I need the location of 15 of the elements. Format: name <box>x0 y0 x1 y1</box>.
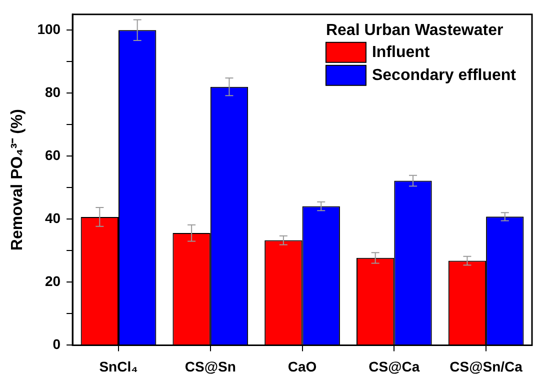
x-tick-label: CS@Sn <box>184 358 236 374</box>
y-tick-label: 100 <box>37 21 61 38</box>
legend-label: Secondary effluent <box>372 66 517 84</box>
y-tick-label: 20 <box>44 273 61 290</box>
y-tick-label: 60 <box>44 147 61 164</box>
legend-title: Real Urban Wastewater <box>326 22 504 39</box>
y-tick-label: 40 <box>44 210 61 226</box>
y-tick-label: 80 <box>44 84 61 100</box>
y-tick-label: 0 <box>52 336 61 352</box>
x-tick-label: CS@Sn/Ca <box>450 358 523 374</box>
x-tick-label: CS@Ca <box>368 358 420 374</box>
x-tick-label: CaO <box>288 358 317 374</box>
x-tick-label: SnCl₄ <box>99 358 138 374</box>
y-axis-title: Removal PO₄³⁻ (%) <box>9 109 26 251</box>
legend-label: Influent <box>372 44 430 61</box>
